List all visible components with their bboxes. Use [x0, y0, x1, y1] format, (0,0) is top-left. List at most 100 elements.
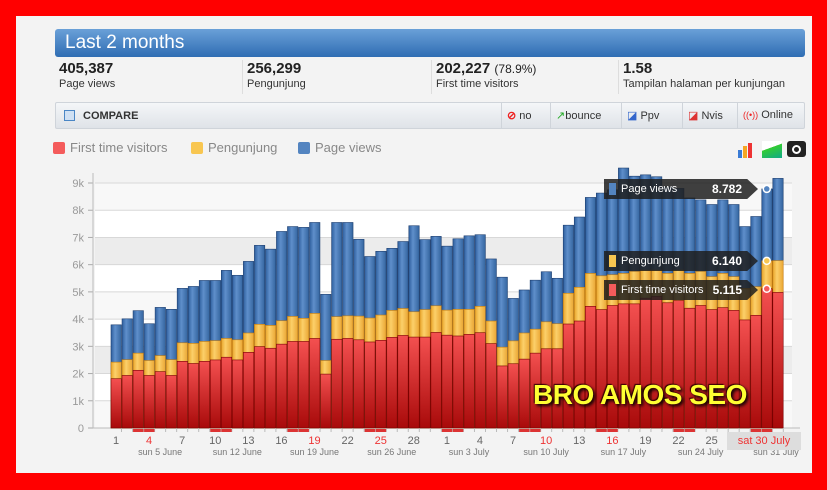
bar-first-time-visitors — [629, 303, 641, 429]
legend-swatch — [191, 141, 203, 154]
weekend-marker — [530, 429, 541, 432]
bar-first-time-visitors — [474, 332, 486, 429]
bar-first-time-visitors — [154, 371, 166, 429]
ppv-icon: ◪ — [627, 110, 638, 122]
bar-first-time-visitors — [265, 347, 277, 429]
bar-first-time-visitors — [607, 305, 619, 429]
y-tick-label: 5k — [72, 287, 84, 299]
bar-first-time-visitors — [739, 319, 751, 429]
weekend-marker — [761, 429, 773, 432]
no-icon: ⊘ — [507, 110, 517, 122]
bar-first-time-visitors — [364, 341, 376, 429]
x-tick-label: 7 — [179, 435, 185, 447]
stat-value: 405,387 — [59, 60, 114, 77]
bar-first-time-visitors — [551, 348, 563, 429]
bar-first-time-visitors — [518, 358, 530, 429]
x-tick-label: 16 — [275, 435, 287, 447]
y-tick-label: 0 — [78, 423, 84, 435]
weekend-marker — [441, 429, 453, 432]
stat-pengunjung: 256,299 Pengunjung — [243, 60, 432, 94]
bar-first-time-visitors — [386, 337, 398, 429]
bar-first-time-visitors — [121, 375, 133, 429]
weekend-marker — [452, 429, 464, 432]
weekend-marker — [519, 429, 530, 432]
bar-first-time-visitors — [463, 334, 475, 429]
weekend-marker — [684, 429, 695, 432]
bar-first-time-visitors — [375, 340, 387, 429]
bar-first-time-visitors — [695, 305, 707, 429]
legend-swatch — [298, 141, 310, 154]
camera-icon[interactable] — [787, 141, 806, 157]
x-tick-label: 22 — [342, 435, 354, 447]
stat-label: Pengunjung — [247, 78, 306, 90]
bar-first-time-visitors — [397, 335, 409, 429]
week-label: sun 24 July — [678, 447, 724, 457]
bar-first-time-visitors — [209, 359, 221, 429]
tooltip-page-views: Page views 8.782 — [604, 179, 758, 199]
bar-first-time-visitors — [132, 369, 144, 429]
compare-ppv-button[interactable]: ◪ Ppv — [621, 103, 681, 128]
x-tick-label: 13 — [242, 435, 254, 447]
bar-first-time-visitors — [706, 309, 718, 429]
compare-toolbar: COMPARE ⊘ no ↗bounce ◪ Ppv ◪ Nvis ((•)) … — [55, 102, 805, 129]
compare-no-button[interactable]: ⊘ no — [501, 103, 556, 128]
stat-value: 1.58 — [623, 60, 653, 77]
weekend-marker — [221, 429, 232, 432]
bar-first-time-visitors — [320, 373, 332, 429]
weekend-marker — [364, 429, 376, 432]
bar-first-time-visitors — [717, 307, 729, 429]
legend-first-time-visitors[interactable]: First time visitors — [53, 140, 168, 155]
legend-swatch — [53, 141, 65, 154]
legend-pengunjung[interactable]: Pengunjung — [191, 140, 277, 155]
weekend-marker — [144, 429, 155, 432]
bar-first-time-visitors — [430, 332, 442, 429]
bar-first-time-visitors — [662, 302, 674, 429]
bar-first-time-visitors — [507, 363, 519, 429]
bar-first-time-visitors — [684, 307, 696, 429]
week-label: sun 12 June — [213, 447, 262, 457]
compare-bounce-button[interactable]: ↗bounce — [550, 103, 614, 128]
tooltip-pengunjung: Pengunjung 6.140 — [604, 251, 758, 271]
bar-chart-icon[interactable] — [738, 140, 754, 158]
bar-first-time-visitors — [287, 341, 299, 429]
weekend-marker — [375, 429, 387, 432]
stat-label: Page views — [59, 78, 116, 90]
bar-first-time-visitors — [728, 310, 740, 429]
bar-first-time-visitors — [408, 336, 420, 429]
week-label: sun 31 July — [753, 447, 799, 457]
bar-first-time-visitors — [485, 343, 497, 429]
x-tick-label: 16 — [606, 435, 618, 447]
weekend-marker — [673, 429, 684, 432]
bar-first-time-visitors — [342, 338, 354, 429]
compare-nvis-button[interactable]: ◪ Nvis — [682, 103, 737, 128]
week-label: sun 10 July — [523, 447, 569, 457]
y-tick-label: 4k — [72, 314, 84, 326]
x-tick-label: 10 — [209, 435, 221, 447]
weekend-marker — [133, 429, 144, 432]
x-tick-label: 19 — [308, 435, 320, 447]
bar-first-time-visitors — [221, 356, 233, 429]
bar-first-time-visitors — [618, 303, 630, 429]
bar-first-time-visitors — [562, 323, 574, 429]
compare-label[interactable]: COMPARE — [83, 110, 139, 122]
stat-percent: (78.9%) — [494, 62, 537, 76]
week-label: sun 26 June — [367, 447, 416, 457]
area-chart-icon[interactable] — [762, 141, 782, 158]
bar-first-time-visitors — [596, 309, 608, 429]
x-tick-label: 10 — [540, 435, 552, 447]
x-tick-label: 7 — [510, 435, 516, 447]
y-tick-label: 8k — [72, 205, 84, 217]
x-tick-label: 1 — [444, 435, 450, 447]
y-tick-label: 7k — [72, 232, 84, 244]
x-tick-label: 1 — [113, 435, 119, 447]
compare-online-button[interactable]: ((•)) Online — [737, 103, 805, 128]
bar-first-time-visitors — [750, 314, 762, 429]
bar-first-time-visitors — [441, 334, 453, 429]
bar-first-time-visitors — [110, 378, 122, 429]
bounce-icon: ↗ — [556, 110, 566, 122]
legend-page-views[interactable]: Page views — [298, 140, 381, 155]
compare-icon — [64, 110, 75, 121]
bar-first-time-visitors — [772, 292, 784, 429]
y-tick-label: 3k — [72, 341, 84, 353]
